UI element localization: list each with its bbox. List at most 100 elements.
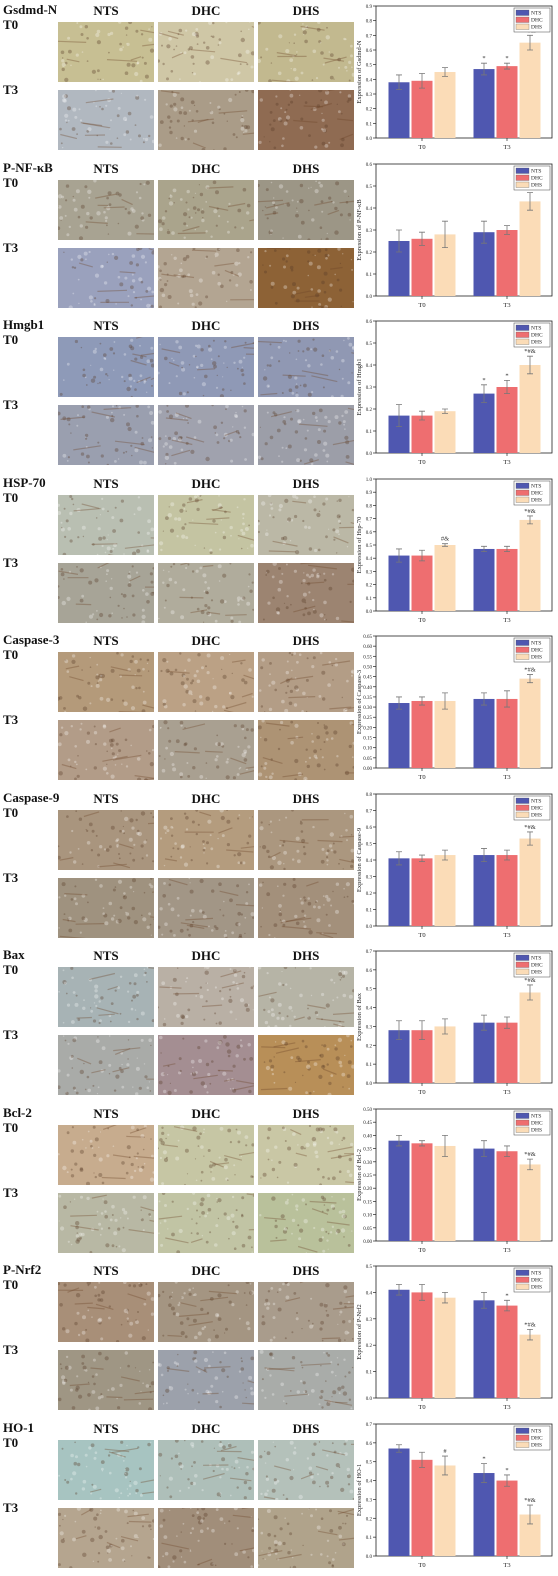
bar-nts-t3 xyxy=(474,1148,495,1240)
micrograph-t0-dhs xyxy=(258,967,354,1027)
bar-nts-t3 xyxy=(474,1023,495,1083)
legend-swatch xyxy=(516,339,529,345)
row-label: T0 xyxy=(3,332,18,348)
tissue-texture xyxy=(158,1193,254,1253)
column-header: DHC xyxy=(158,633,254,649)
micrograph-t0-dhs xyxy=(258,495,354,555)
micrograph-t0-nts xyxy=(58,495,154,555)
y-tick-label: 0.3 xyxy=(366,1318,373,1323)
tissue-texture xyxy=(58,248,154,308)
micrograph-t3-dhc xyxy=(158,1035,254,1095)
y-tick-label: 0.1 xyxy=(366,1371,373,1376)
y-tick-label: 0.8 xyxy=(366,20,373,25)
y-tick-label: 0.15 xyxy=(363,737,372,742)
legend-label: NTS xyxy=(531,798,541,804)
y-tick-label: 0.6 xyxy=(366,1441,373,1446)
bar-dhs-t0 xyxy=(435,855,456,926)
micrograph-t0-dhs xyxy=(258,1282,354,1342)
chart-svg: 0.000.050.100.150.200.250.300.350.400.45… xyxy=(352,630,558,788)
micrograph-t0-dhs xyxy=(258,1440,354,1500)
column-header: DHC xyxy=(158,318,254,334)
y-tick-label: 0.05 xyxy=(363,757,372,762)
micrograph-t3-dhc xyxy=(158,563,254,623)
chart-svg: 0.00.10.20.30.40.50.60.70.80.91.0Express… xyxy=(352,473,558,631)
row-label: T3 xyxy=(3,712,18,728)
y-tick-label: 0.6 xyxy=(366,826,373,831)
micrograph-t0-nts xyxy=(58,1440,154,1500)
y-tick-label: 0.4 xyxy=(366,1291,373,1296)
y-tick-label: 0.30 xyxy=(363,1160,372,1165)
y-tick-label: 0.4 xyxy=(366,557,373,562)
bar-dhs-t3 xyxy=(520,1164,541,1241)
y-tick-label: 0.5 xyxy=(366,342,373,347)
y-axis-label: Expression of Bax xyxy=(356,992,363,1041)
column-header: NTS xyxy=(58,633,154,649)
micrograph-t3-nts xyxy=(58,248,154,308)
tissue-texture xyxy=(258,1440,354,1500)
tissue-texture xyxy=(258,180,354,240)
y-tick-label: 0.5 xyxy=(366,185,373,190)
bar-dhs-t0 xyxy=(435,1026,456,1083)
column-header: NTS xyxy=(58,3,154,19)
significance-mark: * xyxy=(482,377,485,384)
micrograph-t3-dhs xyxy=(258,563,354,623)
y-tick-label: 0.1 xyxy=(366,1536,373,1541)
micrograph-t3-dhs xyxy=(258,90,354,150)
y-tick-label: 0.0 xyxy=(366,610,373,615)
y-tick-label: 0.00 xyxy=(363,767,372,772)
significance-mark: * xyxy=(505,1292,508,1299)
y-tick-label: 0.1 xyxy=(366,273,373,278)
tissue-texture xyxy=(258,1508,354,1568)
column-header: DHS xyxy=(258,476,354,492)
x-tick-label: T0 xyxy=(418,932,425,939)
bar-dhc-t3 xyxy=(497,548,518,610)
tissue-texture xyxy=(258,1035,354,1095)
y-tick-label: 0.0 xyxy=(366,1555,373,1560)
bar-dhc-t3 xyxy=(497,1306,518,1398)
y-tick-label: 0.4 xyxy=(366,207,373,212)
tissue-texture xyxy=(158,405,254,465)
tissue-texture xyxy=(58,1035,154,1095)
y-tick-label: 0.4 xyxy=(366,859,373,864)
legend-swatch xyxy=(516,175,529,181)
row-label: T0 xyxy=(3,805,18,821)
bar-dhc-t0 xyxy=(412,555,433,610)
legend-swatch xyxy=(516,1127,529,1133)
y-tick-label: 0.1 xyxy=(366,430,373,435)
legend-swatch xyxy=(516,1120,529,1126)
y-tick-label: 0.40 xyxy=(363,686,372,691)
row-label: T0 xyxy=(3,175,18,191)
y-tick-label: 0.4 xyxy=(366,1007,373,1012)
tissue-texture xyxy=(158,878,254,938)
micrograph-t0-nts xyxy=(58,180,154,240)
legend-swatch xyxy=(516,805,529,811)
tissue-texture xyxy=(158,337,254,397)
bar-dhs-t0 xyxy=(435,701,456,768)
legend-swatch xyxy=(516,640,529,646)
micrograph-t0-dhs xyxy=(258,652,354,712)
bar-nts-t0 xyxy=(389,1290,410,1398)
micrograph-t3-nts xyxy=(58,1508,154,1568)
tissue-texture xyxy=(158,495,254,555)
micrograph-t0-dhc xyxy=(158,337,254,397)
tissue-texture xyxy=(158,652,254,712)
significance-mark: * xyxy=(482,55,485,62)
tissue-texture xyxy=(58,1350,154,1410)
micrograph-t3-dhc xyxy=(158,248,254,308)
micrograph-t0-nts xyxy=(58,1282,154,1342)
tissue-texture xyxy=(58,810,154,870)
legend-label: DHS xyxy=(531,1127,542,1133)
micrograph-t3-dhc xyxy=(158,1508,254,1568)
bar-nts-t0 xyxy=(389,703,410,768)
significance-mark: *#& xyxy=(524,1497,536,1504)
y-axis-label: Expression of Hmgb1 xyxy=(356,358,363,415)
tissue-texture xyxy=(58,878,154,938)
